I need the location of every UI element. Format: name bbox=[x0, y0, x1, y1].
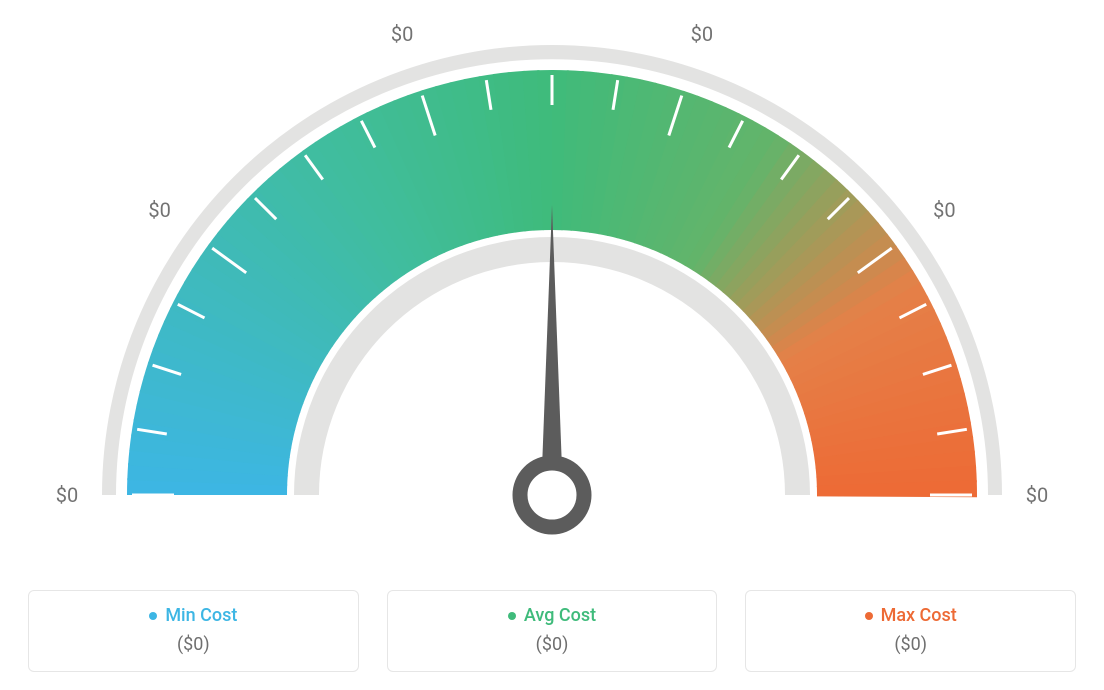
legend-label-max: Max Cost bbox=[881, 605, 957, 626]
legend-row: Min Cost ($0) Avg Cost ($0) Max Cost ($0… bbox=[0, 590, 1104, 673]
legend-card-min: Min Cost ($0) bbox=[28, 590, 359, 673]
legend-value-avg: ($0) bbox=[406, 634, 699, 655]
legend-dot-min bbox=[149, 612, 157, 620]
legend-dot-max bbox=[865, 612, 873, 620]
legend-dot-avg bbox=[508, 612, 516, 620]
gauge-chart: $0 $0 $0 $0 $0 $0 bbox=[0, 0, 1104, 560]
gauge-tick-label: $0 bbox=[56, 483, 78, 507]
legend-title-min: Min Cost bbox=[149, 605, 237, 626]
gauge-tick-label: $0 bbox=[691, 22, 713, 46]
gauge-svg bbox=[0, 0, 1104, 560]
legend-label-avg: Avg Cost bbox=[524, 605, 596, 626]
gauge-tick-label: $0 bbox=[391, 22, 413, 46]
legend-value-min: ($0) bbox=[47, 634, 340, 655]
gauge-tick-label: $0 bbox=[148, 198, 170, 222]
legend-label-min: Min Cost bbox=[165, 605, 237, 626]
gauge-tick-label: $0 bbox=[1026, 483, 1048, 507]
legend-card-avg: Avg Cost ($0) bbox=[387, 590, 718, 673]
legend-title-avg: Avg Cost bbox=[508, 605, 596, 626]
legend-value-max: ($0) bbox=[764, 634, 1057, 655]
legend-card-max: Max Cost ($0) bbox=[745, 590, 1076, 673]
legend-title-max: Max Cost bbox=[865, 605, 957, 626]
gauge-tick-label: $0 bbox=[933, 198, 955, 222]
